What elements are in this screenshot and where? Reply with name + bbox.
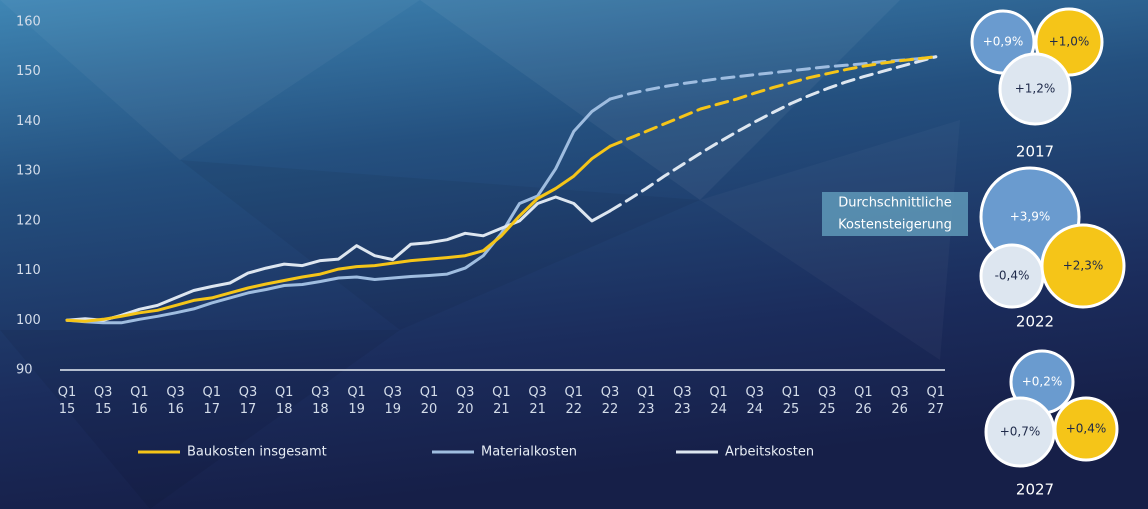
- bubble-label: +2,3%: [1063, 259, 1104, 273]
- x-tick-label: Q1 16: [130, 385, 149, 417]
- x-tick-label: Q1 17: [203, 385, 222, 417]
- bubble-label: +1,0%: [1049, 35, 1090, 49]
- x-tick-label: Q3 20: [456, 385, 475, 417]
- bubble-year: 2017: [1016, 143, 1054, 161]
- y-tick-label: 110: [16, 263, 41, 278]
- y-tick-label: 160: [16, 15, 41, 30]
- data-line: [65, 144, 612, 323]
- x-tick-label: Q3 24: [746, 385, 765, 417]
- x-tick-label: Q1 22: [565, 385, 584, 417]
- bubble-year: 2022: [1016, 313, 1054, 331]
- bubble-label: +0,7%: [1000, 425, 1041, 439]
- y-tick-label: 130: [16, 164, 41, 179]
- x-tick-label: Q3 25: [818, 385, 837, 417]
- x-tick-label: Q1 21: [492, 385, 511, 417]
- x-tick-label: Q3 15: [94, 385, 113, 417]
- data-line: [65, 195, 612, 322]
- x-tick-label: Q3 21: [528, 385, 547, 417]
- x-tick-label: Q3 19: [384, 385, 403, 417]
- x-tick-label: Q1 20: [420, 385, 439, 417]
- bg-facet: [420, 0, 900, 200]
- x-tick-label: Q3 16: [166, 385, 185, 417]
- bg-facet: [0, 330, 400, 509]
- y-tick-label: 90: [16, 363, 33, 378]
- bubble-label: +3,9%: [1010, 210, 1051, 224]
- x-tick-label: Q1 26: [854, 385, 873, 417]
- x-tick-label: Q3 26: [890, 385, 909, 417]
- bubble-year: 2027: [1016, 481, 1054, 499]
- bubble: [1040, 223, 1126, 309]
- x-tick-label: Q1 18: [275, 385, 294, 417]
- bubble: [998, 52, 1072, 126]
- x-tick-label: Q1 24: [709, 385, 728, 417]
- x-tick-label: Q3 17: [239, 385, 258, 417]
- bubble-label: +1,2%: [1015, 82, 1056, 96]
- bubble-label: +0,9%: [983, 35, 1024, 49]
- x-tick-label: Q1 25: [782, 385, 801, 417]
- bubble: [1053, 396, 1119, 462]
- x-tick-label: Q3 22: [601, 385, 620, 417]
- x-tick-label: Q1 15: [58, 385, 77, 417]
- forecast-line: [608, 55, 938, 213]
- x-tick-label: Q1 23: [637, 385, 656, 417]
- callout-text: Kostensteigerung: [838, 218, 952, 233]
- y-tick-label: 150: [16, 64, 41, 79]
- y-tick-label: 140: [16, 114, 41, 129]
- forecast-line: [608, 55, 938, 148]
- legend-label: Arbeitskosten: [725, 445, 814, 460]
- callout-box: [822, 192, 968, 236]
- bubble-label: +0,4%: [1066, 422, 1107, 436]
- legend-label: Baukosten insgesamt: [187, 445, 327, 460]
- y-tick-label: 120: [16, 213, 41, 228]
- y-tick-label: 100: [16, 313, 41, 328]
- callout-text: Durchschnittliche: [838, 196, 952, 211]
- bubble-label: +0,2%: [1022, 375, 1063, 389]
- data-line: [65, 97, 612, 325]
- bubble-label: -0,4%: [995, 269, 1030, 283]
- bg-facet: [0, 0, 420, 160]
- x-tick-label: Q1 27: [927, 385, 946, 417]
- legend-label: Materialkosten: [481, 445, 577, 460]
- x-tick-label: Q3 23: [673, 385, 692, 417]
- x-tick-label: Q1 19: [347, 385, 366, 417]
- x-tick-label: Q3 18: [311, 385, 330, 417]
